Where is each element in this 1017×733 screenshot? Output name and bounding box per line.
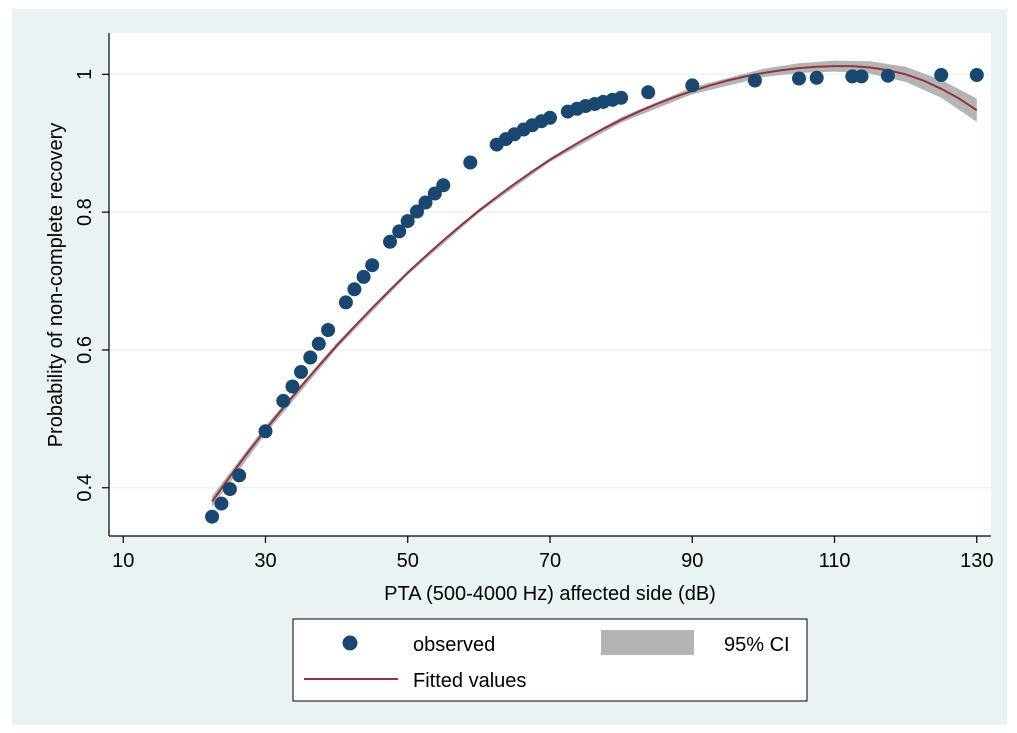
observed-point	[969, 68, 984, 82]
observed-point	[321, 323, 336, 337]
grid-lines	[109, 73, 991, 489]
y-tick-label: 0.6	[74, 336, 96, 364]
observed-point	[880, 68, 895, 83]
legend: observed 95% CI Fitted values	[292, 618, 808, 702]
observed-point	[392, 224, 407, 239]
observed-point	[685, 78, 700, 93]
observed-point	[338, 295, 353, 310]
observed-point	[463, 155, 478, 170]
observed-point	[222, 482, 237, 497]
fitted-line-layer	[211, 65, 978, 503]
x-tick-label: 90	[681, 550, 703, 572]
observed-point	[214, 496, 229, 511]
observed-point	[854, 69, 869, 84]
observed-point	[410, 204, 424, 219]
observed-point	[792, 71, 806, 86]
y-axis-ticks: 0.4 0.6 0.8 1	[74, 69, 109, 502]
observed-point	[641, 85, 656, 100]
x-tick-label: 30	[254, 550, 276, 572]
legend-fitted-label: Fitted values	[413, 670, 526, 692]
observed-point	[285, 379, 300, 394]
x-tick-label: 70	[539, 550, 561, 572]
observed-point	[747, 73, 762, 88]
legend-box	[292, 618, 808, 702]
observed-point	[365, 258, 380, 273]
observed-point	[543, 110, 557, 125]
fitted-line	[211, 65, 978, 503]
x-tick-label: 50	[397, 550, 419, 572]
x-tick-label: 110	[819, 550, 851, 572]
observed-point	[276, 393, 291, 408]
observed-point	[809, 70, 824, 85]
observed-point	[614, 90, 629, 105]
legend-ci-label: 95% CI	[724, 634, 790, 656]
observed-point	[347, 282, 362, 297]
x-axis-title: PTA (500-4000 Hz) affected side (dB)	[384, 583, 716, 605]
observed-point	[303, 350, 318, 365]
x-tick-label: 10	[112, 550, 134, 572]
observed-point	[294, 365, 308, 379]
observed-point	[311, 336, 326, 351]
observed-point	[418, 195, 433, 210]
y-tick-label: 0.4	[74, 474, 96, 502]
y-tick-label: 1	[74, 69, 96, 80]
observed-point	[258, 424, 273, 439]
legend-ci-swatch	[601, 630, 694, 655]
legend-observed-label: observed	[413, 634, 495, 656]
legend-observed-marker	[342, 635, 358, 651]
observed-point	[436, 178, 451, 193]
observed-point	[232, 468, 247, 483]
observed-point	[383, 234, 397, 249]
observed-point	[400, 214, 415, 229]
x-tick-label: 130	[960, 550, 993, 572]
y-axis-title: Probability of non-complete recovery	[45, 123, 67, 448]
observed-points-layer	[205, 68, 984, 524]
observed-point	[934, 68, 949, 82]
x-axis-ticks: 10 30 50 70 90 110 130	[112, 536, 993, 572]
observed-point	[356, 269, 371, 284]
y-tick-label: 0.8	[74, 198, 96, 226]
observed-point	[205, 509, 220, 524]
